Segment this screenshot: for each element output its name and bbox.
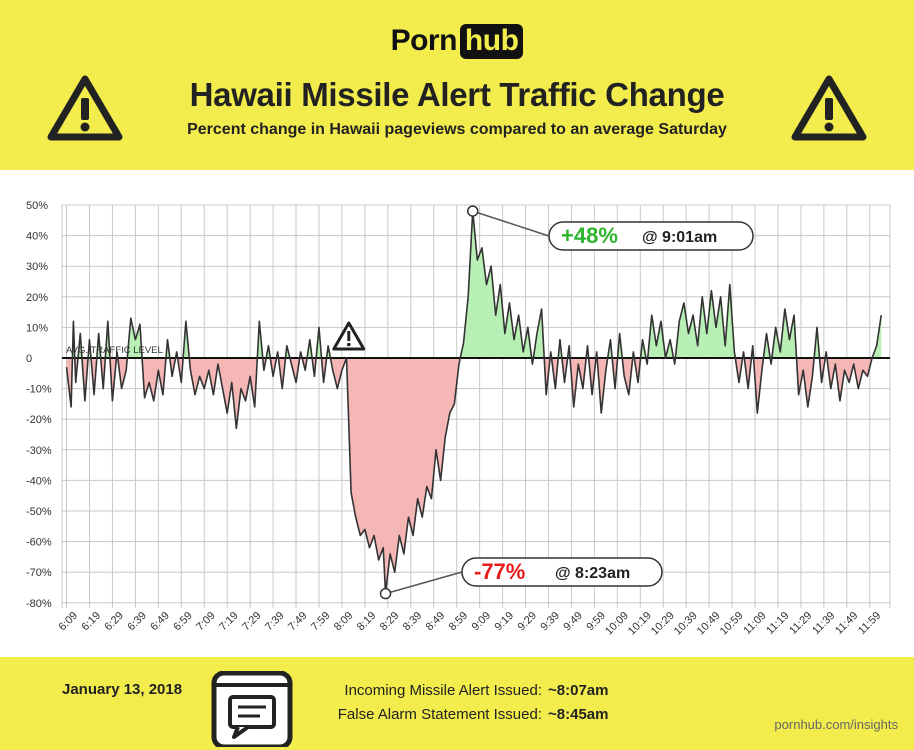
warning-triangle-icon (47, 75, 123, 141)
event-label: Incoming Missile Alert Issued: (344, 682, 542, 699)
x-tick-label: 9:19 (493, 610, 517, 634)
x-tick-label: 7:49 (286, 610, 310, 634)
event-false-alarm: False Alarm Statement Issued: ~8:45am (312, 703, 609, 727)
y-tick-label: 0 (26, 353, 32, 365)
x-tick-label: 11:19 (764, 610, 791, 637)
footer: January 13, 2018 Incoming Missile Alert … (0, 657, 914, 750)
chart-subtitle: Percent change in Hawaii pageviews compa… (187, 121, 727, 138)
source-url: pornhub.com/insights (774, 717, 898, 732)
event-time: ~8:45am (548, 706, 609, 723)
x-tick-label: 11:39 (810, 610, 837, 637)
x-tick-label: 6:09 (56, 610, 80, 634)
event-alert-issued: Incoming Missile Alert Issued: ~8:07am (312, 679, 608, 703)
low-annotation-box (461, 557, 663, 587)
x-tick-label: 9:39 (538, 610, 562, 634)
y-tick-label: -60% (26, 537, 52, 549)
positive-area (66, 211, 882, 358)
y-tick-label: -70% (26, 567, 52, 579)
event-label: False Alarm Statement Issued: (337, 706, 542, 723)
x-tick-label: 7:19 (217, 610, 241, 634)
x-tick-label: 6:59 (171, 610, 195, 634)
footer-date: January 13, 2018 (62, 681, 183, 698)
y-tick-label: 50% (26, 200, 48, 212)
low-annotation-time: @ 8:23am (555, 565, 630, 582)
y-tick-label: 20% (26, 292, 48, 304)
x-tick-label: 6:19 (79, 610, 103, 634)
x-tick-label: 8:59 (447, 610, 471, 634)
x-tick-label: 10:29 (649, 610, 677, 638)
x-tick-label: 9:29 (515, 610, 539, 634)
smartphone-message-icon (211, 671, 293, 747)
brand-logo: Porn hub (0, 24, 914, 59)
x-tick-label: 6:49 (148, 610, 172, 634)
peak-annotation-time: @ 9:01am (642, 229, 717, 246)
low-annotation-point (379, 587, 392, 600)
x-tick-label: 11:49 (833, 610, 860, 637)
x-tick-label: 9:49 (561, 610, 585, 634)
x-tick-label: 8:29 (378, 610, 402, 634)
peak-annotation-box (548, 221, 754, 251)
x-tick-label: 10:49 (695, 610, 723, 638)
x-tick-label: 6:29 (102, 610, 126, 634)
y-tick-label: -10% (26, 384, 52, 396)
x-tick-label: 10:39 (672, 610, 700, 638)
x-tick-label: 11:09 (741, 610, 768, 637)
x-tick-label: 8:09 (332, 610, 356, 634)
y-tick-label: -50% (26, 506, 52, 518)
alert-marker-bar (347, 331, 351, 341)
event-list: Incoming Missile Alert Issued: ~8:07am Fa… (312, 679, 609, 727)
chart-title: Hawaii Missile Alert Traffic Change (189, 76, 725, 113)
y-tick-label: 30% (26, 261, 48, 273)
x-tick-label: 8:49 (424, 610, 448, 634)
header: Porn hub Hawaii Missile Alert Traffic Cha… (0, 0, 914, 170)
peak-annotation-leader (472, 210, 550, 237)
traffic-chart: 50% 40% 30% 20% 10% 0 -10% -20% -30% -40% -50% -60%… (26, 200, 891, 638)
baseline-label: AVG. TRAFFIC LEVEL (66, 345, 163, 356)
x-tick-label: 11:29 (787, 610, 814, 637)
low-annotation-value: -77% (474, 559, 525, 584)
x-tick-label: 10:19 (626, 610, 654, 638)
event-time: ~8:07am (548, 682, 609, 699)
logo-text-part1: Porn (390, 24, 458, 57)
series-line (65, 210, 883, 595)
peak-annotation-value: +48% (561, 223, 618, 248)
y-tick-label: 10% (26, 322, 48, 334)
x-tick-label: 10:59 (718, 610, 746, 638)
x-tick-label: 8:39 (401, 610, 425, 634)
x-tick-label: 7:59 (309, 610, 333, 634)
y-tick-label: -20% (26, 414, 52, 426)
chart-area: 50% 40% 30% 20% 10% 0 -10% -20% -30% -40% -50% -60%… (0, 170, 914, 657)
x-tick-label: 7:39 (263, 610, 287, 634)
warning-triangle-icon (791, 75, 867, 141)
y-tick-label: 40% (26, 231, 48, 243)
x-tick-label: 7:09 (194, 610, 218, 634)
x-tick-label: 7:29 (240, 610, 264, 634)
x-tick-label: 10:09 (603, 610, 631, 638)
y-tick-label: -30% (26, 445, 52, 457)
logo-text-part2: hub (459, 24, 524, 59)
negative-area (66, 358, 882, 594)
x-tick-label: 6:39 (125, 610, 149, 634)
x-tick-label: 9:09 (470, 610, 494, 634)
x-tick-label: 11:59 (856, 610, 883, 637)
x-tick-label: 8:19 (355, 610, 379, 634)
y-tick-label: -40% (26, 475, 52, 487)
y-tick-label: -80% (26, 598, 52, 610)
low-annotation-leader (385, 571, 463, 595)
peak-annotation-point (466, 205, 479, 217)
alert-marker-dot (347, 342, 351, 347)
